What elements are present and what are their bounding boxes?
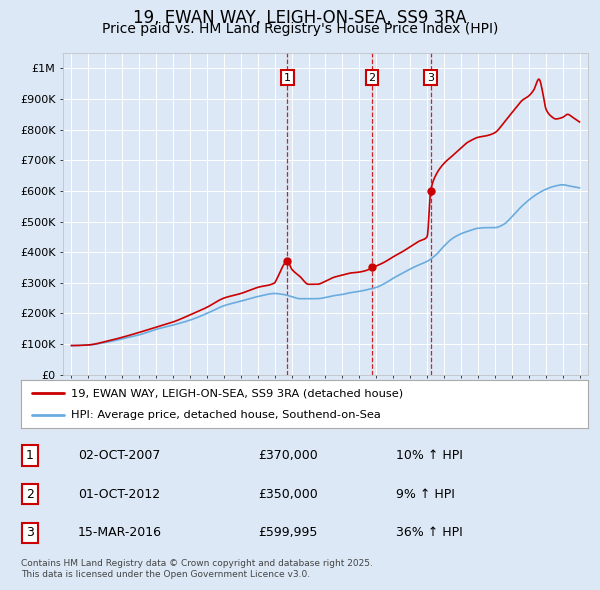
Text: £599,995: £599,995 (258, 526, 317, 539)
Text: 01-OCT-2012: 01-OCT-2012 (78, 487, 160, 501)
Text: £350,000: £350,000 (258, 487, 318, 501)
Text: 1: 1 (26, 449, 34, 462)
Text: HPI: Average price, detached house, Southend-on-Sea: HPI: Average price, detached house, Sout… (71, 410, 380, 420)
Text: 36% ↑ HPI: 36% ↑ HPI (396, 526, 463, 539)
Text: 15-MAR-2016: 15-MAR-2016 (78, 526, 162, 539)
Text: 2: 2 (368, 73, 376, 83)
Text: 1: 1 (284, 73, 291, 83)
Text: 19, EWAN WAY, LEIGH-ON-SEA, SS9 3RA: 19, EWAN WAY, LEIGH-ON-SEA, SS9 3RA (133, 9, 467, 27)
Text: 19, EWAN WAY, LEIGH-ON-SEA, SS9 3RA (detached house): 19, EWAN WAY, LEIGH-ON-SEA, SS9 3RA (det… (71, 388, 403, 398)
Text: 2: 2 (26, 487, 34, 501)
Text: Price paid vs. HM Land Registry's House Price Index (HPI): Price paid vs. HM Land Registry's House … (102, 22, 498, 36)
Text: 3: 3 (26, 526, 34, 539)
Text: 02-OCT-2007: 02-OCT-2007 (78, 449, 160, 462)
Text: 10% ↑ HPI: 10% ↑ HPI (396, 449, 463, 462)
Text: 3: 3 (427, 73, 434, 83)
Text: 9% ↑ HPI: 9% ↑ HPI (396, 487, 455, 501)
Text: £370,000: £370,000 (258, 449, 318, 462)
Text: Contains HM Land Registry data © Crown copyright and database right 2025.
This d: Contains HM Land Registry data © Crown c… (21, 559, 373, 579)
